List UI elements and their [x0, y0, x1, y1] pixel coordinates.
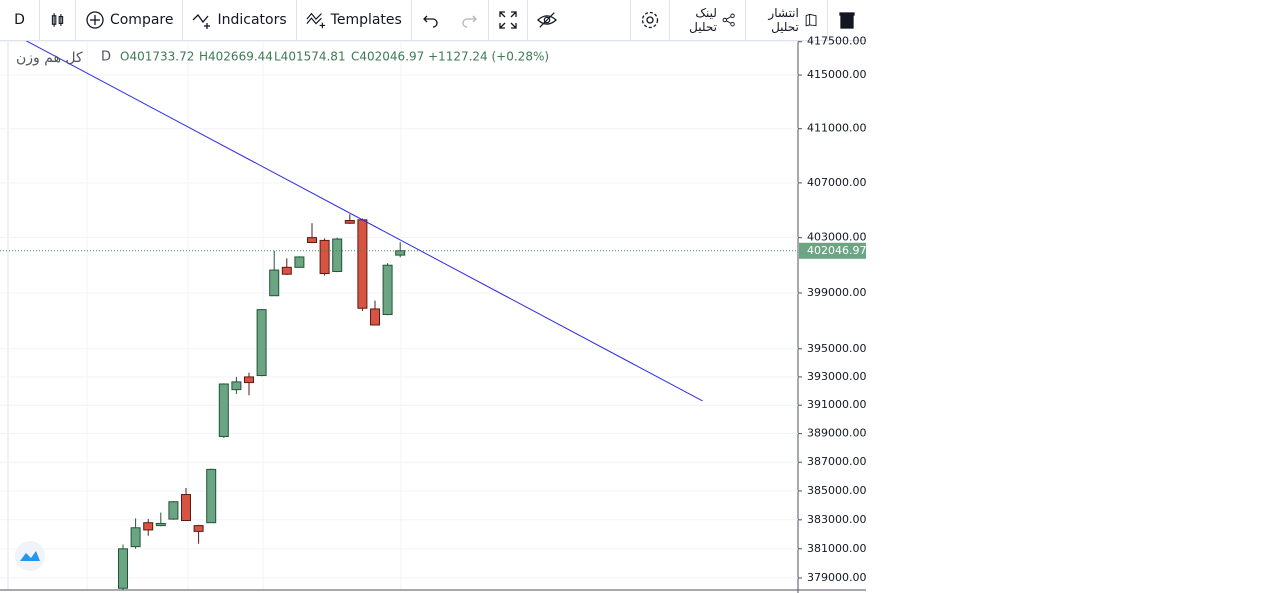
y-tick-label: 387000.00 — [807, 455, 866, 468]
share-link-button[interactable]: لینک تحلیل — [670, 0, 747, 40]
y-tick-label: 379000.00 — [807, 571, 866, 584]
hide-button[interactable] — [528, 0, 632, 40]
interval: D — [14, 12, 25, 28]
share-link-label: لینک تحلیل — [689, 6, 717, 34]
toolbar: D Compare Indicators Templates لینک تحلی… — [0, 0, 866, 41]
candle-body — [244, 376, 254, 384]
candle-body — [155, 522, 166, 527]
chart: 417500.00 415000.00 411000.00 407000.00 4030… — [0, 35, 866, 593]
y-tick-label: 391000.00 — [807, 398, 866, 411]
compare-label: Compare — [109, 12, 174, 28]
templates-icon — [306, 12, 325, 29]
candle-body — [344, 219, 355, 224]
y-tick-label: 385000.00 — [807, 484, 866, 497]
x-grid — [86, 41, 402, 590]
y-grid — [0, 41, 798, 579]
y-tick-label: 407000.00 — [807, 176, 866, 189]
candle-body — [193, 525, 204, 532]
symbol: کل هم وزن — [16, 50, 83, 66]
publish-label: انتشار تحلیل — [768, 6, 799, 34]
templates-label: Templates — [330, 12, 402, 28]
y-tick-label: 383000.00 — [807, 513, 866, 526]
candle-body — [357, 219, 368, 309]
plot — [0, 41, 798, 590]
candle-icon — [51, 13, 64, 27]
settings-button[interactable] — [631, 0, 671, 40]
gear-icon — [642, 11, 659, 29]
fullscreen-button[interactable] — [489, 0, 528, 40]
interval: D — [101, 50, 111, 65]
candle-body — [168, 501, 179, 520]
candle-body — [332, 238, 343, 272]
logo[interactable] — [15, 541, 45, 571]
candle-body — [143, 522, 154, 531]
y-tick-label: 417500.00 — [807, 35, 866, 48]
share-icon — [722, 13, 735, 27]
delete-button[interactable] — [828, 0, 866, 40]
ohlc-open: O401733.72 — [120, 50, 194, 64]
candle-body — [395, 250, 406, 256]
candle-body — [307, 237, 317, 243]
indicator-icon — [193, 13, 211, 29]
redo-icon — [462, 15, 477, 28]
ohlc-change: +1127.24 (+0.28%) — [428, 50, 549, 64]
candle-body — [231, 381, 242, 391]
candle-body — [218, 383, 229, 437]
undo-button[interactable] — [412, 0, 450, 40]
indicators-button[interactable]: Indicators — [183, 0, 297, 40]
interval-button[interactable]: D — [0, 0, 40, 40]
candle-body — [118, 548, 128, 589]
publish-button[interactable]: انتشار تحلیل — [746, 0, 828, 40]
eye-icon — [536, 12, 557, 28]
ohlc-high: H402669.44 — [199, 50, 273, 64]
ohlc-low: L401574.81 — [274, 50, 346, 64]
indicators-label: Indicators — [217, 12, 287, 28]
chart-style-button[interactable] — [40, 0, 76, 40]
candle-body — [294, 256, 305, 268]
price-axis: 417500.00 415000.00 411000.00 407000.00 4030… — [798, 35, 866, 584]
plus-icon — [86, 11, 104, 29]
y-tick-label: 389000.00 — [807, 427, 866, 440]
candle-body — [269, 269, 280, 297]
y-tick-label: 403000.00 — [807, 231, 866, 244]
y-tick-label: 395000.00 — [807, 342, 866, 355]
last-price-label: 402046.97 — [807, 244, 866, 257]
candle-body — [319, 239, 330, 275]
trend-line — [25, 41, 703, 402]
redo-button[interactable] — [450, 0, 489, 40]
y-tick-label: 393000.00 — [807, 370, 866, 383]
trash-icon — [839, 12, 855, 29]
candle-body — [206, 468, 217, 524]
candle-body — [382, 264, 393, 316]
compare-button[interactable]: Compare — [76, 0, 184, 40]
undo-icon — [422, 15, 438, 28]
fullscreen-icon — [499, 11, 517, 29]
candle-body — [281, 266, 292, 275]
y-tick-label: 411000.00 — [807, 122, 866, 135]
publish-icon — [805, 13, 817, 27]
ohlc-close: C402046.97 — [351, 50, 424, 64]
templates-button[interactable]: Templates — [297, 0, 412, 40]
candle-body — [181, 494, 191, 522]
candle-body — [256, 309, 267, 377]
candle-body — [130, 527, 141, 548]
y-tick-label: 381000.00 — [807, 542, 866, 555]
candle-body — [370, 308, 380, 326]
y-tick-label: 399000.00 — [807, 286, 866, 299]
y-tick-label: 415000.00 — [807, 68, 866, 81]
last-price-box — [799, 242, 866, 259]
